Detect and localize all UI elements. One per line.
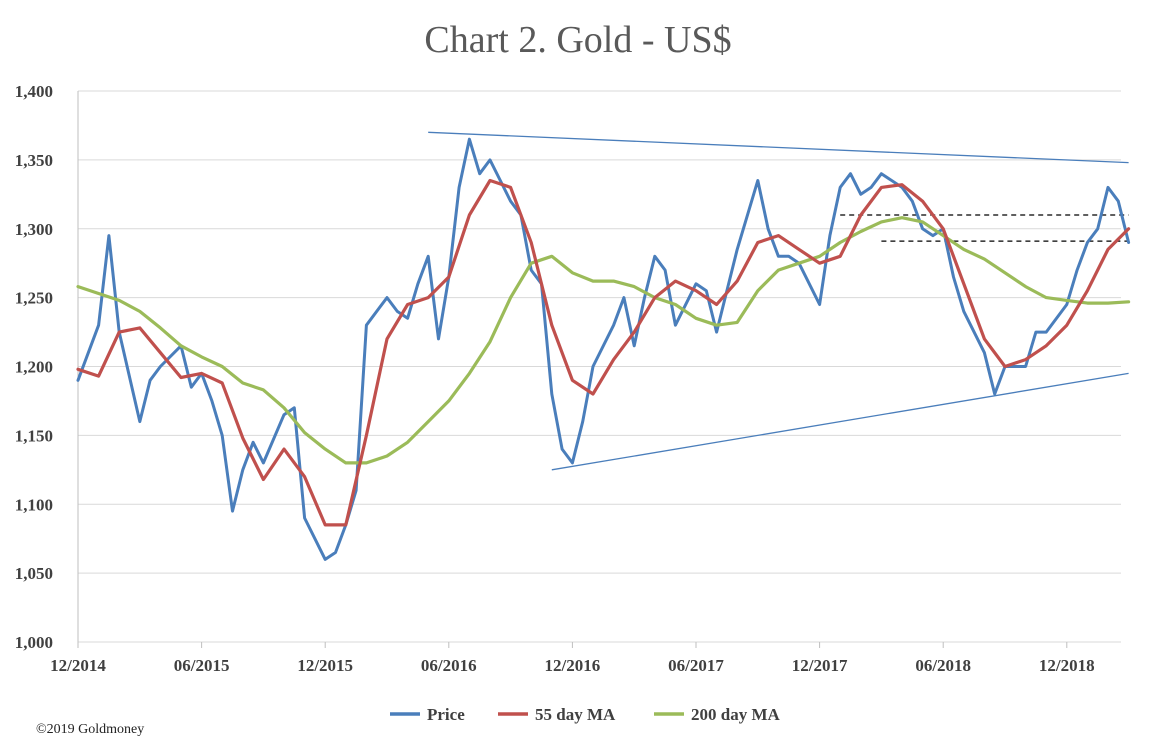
- y-tick-label: 1,150: [15, 426, 53, 445]
- grid-lines: [77, 90, 1121, 643]
- series-lines: [76, 137, 1131, 561]
- trend-line-1: [428, 131, 1129, 164]
- x-tick-label: 06/2017: [668, 656, 724, 675]
- y-tick-label: 1,100: [15, 495, 53, 514]
- y-tick-label: 1,250: [15, 289, 53, 308]
- legend-label: 55 day MA: [535, 705, 616, 724]
- y-tick-label: 1,400: [15, 82, 53, 101]
- x-tick-label: 06/2018: [915, 656, 971, 675]
- y-axis-ticks: 1,000 1,050 1,100 1,150 1,200 1,250 1,300 1,350…: [15, 82, 53, 652]
- y-tick-label: 1,050: [15, 564, 53, 583]
- y-tick-label: 1,350: [15, 151, 53, 170]
- legend-item: 200 day MA: [654, 705, 781, 724]
- x-tick-label: 12/2017: [792, 656, 848, 675]
- legend-item: Price: [390, 705, 465, 724]
- legend-label: Price: [427, 705, 465, 724]
- y-tick-label: 1,300: [15, 220, 53, 239]
- x-tick-label: 12/2016: [545, 656, 601, 675]
- guide-lines: [428, 131, 1129, 471]
- y-tick-label: 1,000: [15, 633, 53, 652]
- x-tick-label: 06/2016: [421, 656, 477, 675]
- y-tick-label: 1,200: [15, 358, 53, 377]
- trend-line-2: [551, 372, 1129, 471]
- series-line-55-day-ma: [76, 178, 1131, 527]
- legend-item: 55 day MA: [498, 705, 616, 724]
- chart-title: Chart 2. Gold - US$: [424, 19, 731, 61]
- legend: Price 55 day MA 200 day MA: [390, 705, 781, 724]
- x-tick-label: 12/2015: [297, 656, 353, 675]
- series-line-price: [76, 137, 1131, 561]
- copyright-note: ©2019 Goldmoney: [36, 722, 145, 737]
- series-line-200-day-ma: [76, 216, 1131, 465]
- x-tick-label: 06/2015: [174, 656, 230, 675]
- legend-label: 200 day MA: [691, 705, 781, 724]
- x-tick-label: 12/2018: [1039, 656, 1095, 675]
- x-tick-label: 12/2014: [50, 656, 106, 675]
- x-axis-ticks: 12/2014 06/2015 12/2015 06/2016 12/2016 06/20…: [50, 642, 1095, 675]
